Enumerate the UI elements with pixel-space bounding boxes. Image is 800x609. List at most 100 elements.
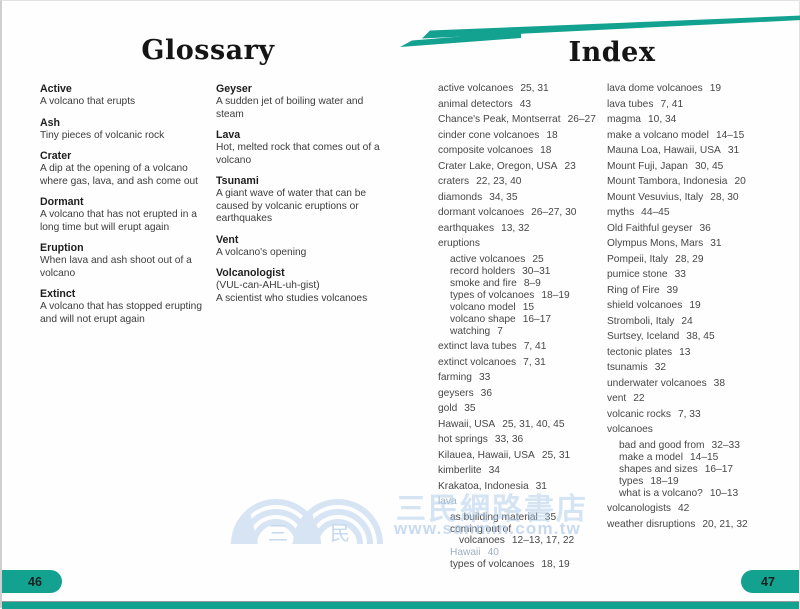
glossary-entry: Crater A dip at the opening of a volcano …	[40, 150, 206, 188]
glossary-page: Glossary Active A volcano that erupts Ash T…	[32, 35, 384, 334]
index-entry: lava	[438, 496, 600, 508]
index-entry: farming 33	[438, 372, 600, 384]
index-entry-pages: 22	[633, 393, 645, 404]
index-entry-pages: 35	[544, 511, 557, 523]
index-entry: extinct volcanoes 7, 31	[438, 357, 600, 369]
index-entry-label: craters	[438, 176, 470, 187]
index-entry-label: gold	[438, 403, 458, 414]
index-entry: volcanic rocks 7, 33	[607, 409, 797, 421]
index-entry: watching 7	[438, 326, 600, 338]
index-entry-label: volcanoes	[607, 424, 653, 435]
index-entry: diamonds 34, 35	[438, 192, 600, 204]
index-entry-pages: 15	[522, 301, 535, 313]
index-entry-pages: 8–9	[523, 277, 541, 289]
index-entry-label: tsunamis	[607, 362, 648, 373]
index-entry-label: Krakatoa, Indonesia	[438, 480, 529, 492]
index-entry: shapes and sizes 16–17	[607, 464, 797, 476]
index-column-1: active volcanoes 25, 31 animal detectors 43…	[438, 83, 600, 571]
index-entry-pages: 18–19	[541, 289, 570, 301]
glossary-term: Geyser	[216, 83, 252, 95]
index-entry-pages: 13	[679, 346, 691, 358]
glossary-term: Dormant	[40, 196, 84, 208]
index-entry: weather disruptions 20, 21, 32	[607, 519, 797, 531]
index-entry: Pompeii, Italy 28, 29	[607, 254, 797, 266]
index-entry: Old Faithful geyser 36	[607, 223, 797, 235]
index-entry: Mount Fuji, Japan 30, 45	[607, 161, 797, 173]
index-entry-label: cinder cone volcanoes	[438, 129, 540, 141]
index-entry-pages: 32	[654, 362, 667, 373]
index-entry: active volcanoes 25	[438, 254, 600, 266]
index-entry-label: record holders	[450, 265, 516, 277]
index-entry: types 18–19	[607, 476, 797, 488]
glossary-definition: When lava and ash shoot out of a volcano	[40, 255, 192, 279]
index-entry-label: volcanologists	[607, 503, 671, 514]
index-entry-pages: 19	[689, 300, 701, 311]
index-entry-label: Olympus Mons, Mars	[607, 238, 704, 249]
index-entry: pumice stone 33	[607, 269, 797, 281]
glossary-term: Crater	[40, 150, 72, 162]
index-entry: Ring of Fire 39	[607, 285, 797, 297]
logo-char-min: 民	[330, 523, 350, 545]
index-entry-pages: 38	[713, 377, 726, 389]
index-entry: lava dome volcanoes 19	[607, 83, 797, 95]
glossary-definition: A volcano that has not erupted in a long…	[40, 209, 197, 233]
index-column-2: lava dome volcanoes 19 lava tubes 7, 41 magm…	[607, 83, 797, 571]
index-entry: Mount Vesuvius, Italy 28, 30	[607, 192, 797, 204]
index-entry-pages: 43	[519, 98, 532, 110]
index-entry: volcano model 15	[438, 302, 600, 314]
index-entry-label: Crater Lake, Oregon, USA	[438, 160, 558, 172]
index-entry-pages: 35	[464, 403, 476, 414]
index-entry-pages: 34	[488, 465, 500, 476]
index-entry: shield volcanoes 19	[607, 300, 797, 312]
index-entry: myths 44–45	[607, 207, 797, 219]
index-entry: magma 10, 34	[607, 114, 797, 126]
index-entry-label: bad and good from	[619, 439, 705, 451]
index-entry-pages: 25, 31	[541, 449, 571, 461]
index-entry: vent 22	[607, 393, 797, 405]
index-entry: what is a volcano? 10–13	[607, 488, 797, 500]
index-entry-pages: 7, 31	[523, 356, 546, 368]
index-entry: as building material 35	[438, 512, 600, 524]
glossary-definition: A giant wave of water that can be caused…	[216, 188, 367, 224]
index-entry: smoke and fire 8–9	[438, 278, 600, 290]
index-entry-pages: 23	[564, 160, 576, 172]
index-entry-label: types of volcanoes	[450, 559, 535, 570]
glossary-term: Ash	[40, 116, 61, 129]
index-entry-label: Pompeii, Italy	[607, 253, 669, 265]
index-columns: active volcanoes 25, 31 animal detectors 43…	[426, 83, 798, 571]
index-entry-pages: 18	[540, 145, 552, 156]
index-entry-pages: 14–15	[690, 451, 719, 463]
index-entry-label: diamonds	[438, 191, 483, 203]
index-entry-pages: 28, 30	[710, 191, 739, 203]
index-entry-label: active volcanoes	[450, 253, 526, 265]
index-entry-label: tectonic plates	[607, 346, 673, 358]
index-entry-label: make a volcano model	[607, 129, 709, 141]
index-entry-label: weather disruptions	[607, 518, 696, 530]
index-entry-label: volcano shape	[450, 313, 516, 325]
index-entry-pages: 42	[678, 503, 690, 514]
index-entry-pages: 7, 33	[677, 408, 701, 420]
index-entry: Hawaii, USA 25, 31, 40, 45	[438, 419, 600, 431]
bookstore-logo-arcs-icon: 三 民	[230, 499, 383, 545]
index-entry-pages: 33	[674, 269, 686, 280]
index-entry-pages: 26–27	[567, 114, 596, 125]
glossary-definition: A volcano that erupts	[40, 96, 136, 107]
glossary-definition: Tiny pieces of volcanic rock	[40, 129, 165, 141]
glossary-entry: Eruption When lava and ash shoot out of a…	[40, 242, 206, 280]
glossary-entry: Lava Hot, melted rock that comes out of a…	[216, 129, 382, 167]
index-entry: earthquakes 13, 32	[438, 223, 600, 235]
glossary-title: Glossary	[141, 35, 275, 66]
index-entry: lava tubes 7, 41	[607, 99, 797, 111]
index-entry-label: Ring of Fire	[607, 284, 660, 296]
index-entry: volcano shape 16–17	[438, 314, 600, 326]
index-entry: coming out of volcanoes 12–13, 17, 22	[438, 524, 600, 547]
glossary-term: Extinct	[40, 288, 76, 300]
index-entry: gold 35	[438, 403, 600, 415]
index-entry: active volcanoes 25, 31	[438, 83, 600, 95]
index-entry-pages: 18–19	[650, 475, 679, 487]
index-entry-label: earthquakes	[438, 222, 495, 234]
index-entry-pages: 25	[532, 253, 544, 265]
index-entry-label: pumice stone	[607, 269, 668, 280]
glossary-definition: A sudden jet of boiling water and steam	[216, 96, 364, 120]
index-entry: record holders 30–31	[438, 266, 600, 278]
